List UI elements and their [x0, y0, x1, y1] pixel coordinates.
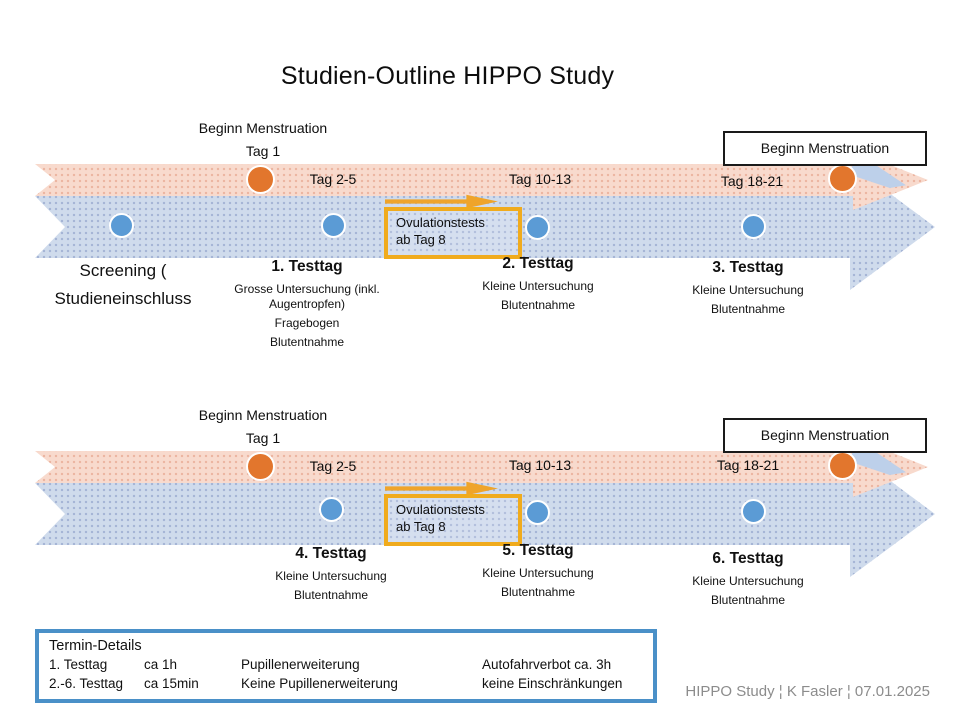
cycle1-testtag3-title: 3. Testtag [712, 259, 784, 276]
cycle1-testtag2-dot [525, 215, 550, 240]
cycle2-testtag6-detail-1: Kleine Untersuchung [692, 574, 804, 588]
cycle1-event-testtag1: 1. Testtag Grosse Untersuchung (inkl. Au… [217, 258, 397, 354]
cycle1-testtag1-detail-3: Blutentnahme [269, 335, 345, 349]
termin-details-row-1: 1. Testtag ca 1h Pupillenerweiterung Aut… [49, 655, 653, 674]
cycle2-testtag5-detail-1: Kleine Untersuchung [482, 566, 594, 580]
cycle1-testtag1-dot [321, 213, 346, 238]
cycle2-event-testtag4: 4. Testtag Kleine Untersuchung Blutentna… [241, 545, 421, 607]
cycle2-testtag5-title: 5. Testtag [502, 542, 574, 559]
termin-details-title: Termin-Details [49, 638, 142, 654]
cycle1-testtag3-detail-1: Kleine Untersuchung [692, 283, 804, 297]
cycle2-testtag4-detail-1: Kleine Untersuchung [275, 569, 387, 583]
cycle1-tag1-marker-dot [246, 165, 275, 194]
cycle2-ovulation-note-line1: Ovulationstests [396, 502, 485, 517]
cycle1-start-label: Beginn Menstruation [198, 120, 328, 136]
cycle2-phase-tag2-5: Tag 2-5 [309, 458, 357, 474]
cycle2-event-testtag6: 6. Testtag Kleine Untersuchung Blutentna… [658, 550, 838, 612]
cycle2-event-testtag5: 5. Testtag Kleine Untersuchung Blutentna… [448, 542, 628, 604]
cycle1-event-testtag2: 2. Testtag Kleine Untersuchung Blutentna… [448, 255, 628, 317]
cycle1-testtag1-detail-1: Grosse Untersuchung (inkl. Augentropfen) [234, 282, 380, 311]
cycle1-testtag2-detail-1: Kleine Untersuchung [482, 279, 594, 293]
cycle1-phase-tag18-21: Tag 18-21 [720, 173, 784, 189]
cycle1-testtag3-dot [741, 214, 766, 239]
cycle2-testtag6-title: 6. Testtag [712, 550, 784, 567]
cycle2-testtag4-detail-2: Blutentnahme [293, 588, 369, 602]
cycle2-tag1-marker-dot [246, 452, 275, 481]
cycle2-testtag5-dot [525, 500, 550, 525]
cycle2-next-menstruation-box: Beginn Menstruation [723, 418, 927, 453]
termin-details-row-2: 2.-6. Testtag ca 15min Keine Pupillenerw… [49, 674, 653, 693]
cycle1-next-menstruation-marker-dot [828, 164, 857, 193]
cycle2-next-menstruation-marker-dot [828, 451, 857, 480]
cycle1-testtag2-detail-2: Blutentnahme [500, 298, 576, 312]
row1-pupil: Pupillenerweiterung [241, 657, 360, 672]
cycle1-ovulation-note-line1: Ovulationstests [396, 215, 485, 230]
cycle1-phase-tag10-13: Tag 10-13 [508, 171, 572, 187]
cycle1-start-day: Tag 1 [245, 143, 281, 159]
cycle2-phase-tag18-21: Tag 18-21 [716, 457, 780, 473]
row1-restriction: Autofahrverbot ca. 3h [482, 657, 612, 672]
cycle2-phase-tag10-13: Tag 10-13 [508, 457, 572, 473]
row1-visit: 1. Testtag [49, 657, 108, 672]
slide-footer: HIPPO Study ¦ K Fasler ¦ 07.01.2025 [685, 683, 930, 700]
cycle1-ovulation-note-box: Ovulationstests ab Tag 8 [384, 207, 522, 259]
cycle1-testtag1-title: 1. Testtag [271, 258, 343, 275]
cycle2-start-day: Tag 1 [245, 430, 281, 446]
cycle1-screening-dot [109, 213, 134, 238]
row2-pupil: Keine Pupillenerweiterung [241, 676, 398, 691]
row2-duration: ca 15min [144, 676, 199, 691]
cycle1-ovulation-note-line2: ab Tag 8 [396, 232, 446, 247]
cycle1-phase-tag2-5: Tag 2-5 [309, 171, 357, 187]
cycle2-testtag4-title: 4. Testtag [295, 545, 367, 562]
cycle1-next-menstruation-box: Beginn Menstruation [723, 131, 927, 166]
cycle2-ovulation-note-box: Ovulationstests ab Tag 8 [384, 494, 522, 546]
row2-restriction: keine Einschränkungen [482, 676, 623, 691]
cycle2-testtag6-dot [741, 499, 766, 524]
cycle2-testtag6-detail-2: Blutentnahme [710, 593, 786, 607]
termin-details-box: Termin-Details 1. Testtag ca 1h Pupillen… [35, 629, 657, 703]
cycle2-testtag4-dot [319, 497, 344, 522]
row1-duration: ca 1h [144, 657, 178, 672]
cycle1-testtag2-title: 2. Testtag [502, 255, 574, 272]
cycle1-screening-label: Screening ( Studieneinschluss [28, 257, 218, 313]
cycle2-testtag5-detail-2: Blutentnahme [500, 585, 576, 599]
cycle1-screening-line2: Studieneinschluss [54, 289, 192, 308]
row2-visit: 2.-6. Testtag [49, 676, 124, 691]
cycle2-ovulation-note-line2: ab Tag 8 [396, 519, 446, 534]
cycle1-screening-line1: Screening ( [79, 261, 167, 280]
page-title: Studien-Outline HIPPO Study [280, 62, 615, 90]
cycle1-testtag1-detail-2: Fragebogen [274, 316, 340, 330]
cycle2-start-label: Beginn Menstruation [198, 407, 328, 423]
cycle1-event-testtag3: 3. Testtag Kleine Untersuchung Blutentna… [658, 259, 838, 321]
cycle1-testtag3-detail-2: Blutentnahme [710, 302, 786, 316]
